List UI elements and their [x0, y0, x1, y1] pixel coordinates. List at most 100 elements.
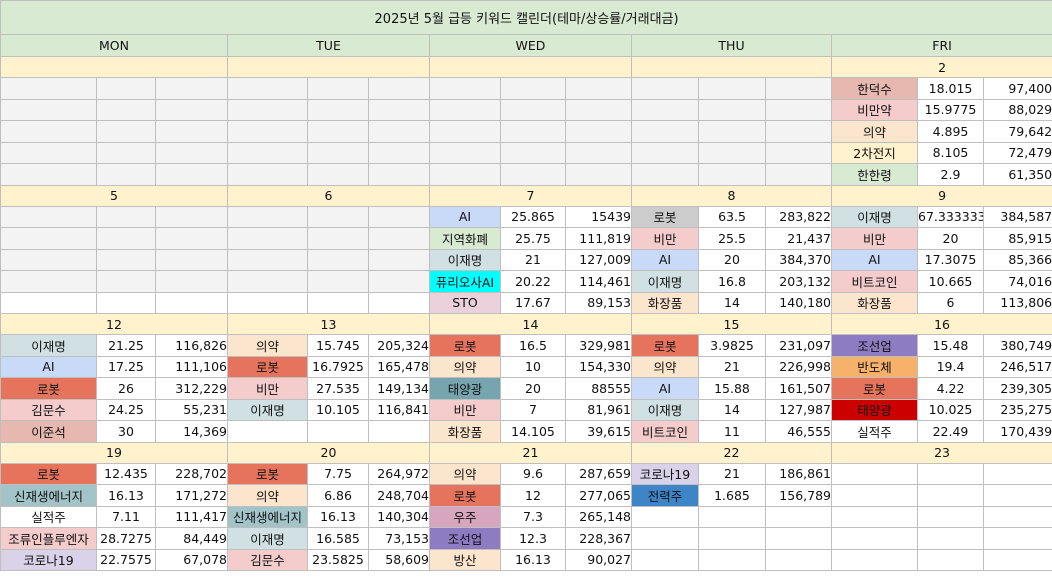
rate-cell[interactable] — [96, 270, 156, 293]
keyword-cell[interactable]: AI — [429, 205, 501, 228]
rate-cell[interactable]: 7 — [500, 398, 566, 421]
keyword-cell[interactable] — [429, 120, 501, 143]
rate-cell[interactable]: 25.75 — [500, 227, 566, 250]
rate-cell[interactable] — [500, 120, 566, 143]
date-cell-wed[interactable]: 7 — [429, 184, 632, 207]
amount-cell[interactable]: 81,961 — [565, 398, 632, 421]
keyword-cell[interactable]: 로봇 — [429, 334, 501, 357]
keyword-cell[interactable]: 태양광 — [429, 377, 501, 400]
rate-cell[interactable]: 8.105 — [917, 141, 984, 164]
date-cell-fri[interactable]: 16 — [830, 313, 1052, 335]
amount-cell[interactable]: 156,789 — [765, 484, 832, 507]
keyword-cell[interactable]: AI — [631, 377, 699, 400]
date-cell-wed[interactable]: 14 — [429, 313, 632, 335]
rate-cell[interactable]: 21 — [698, 355, 766, 378]
amount-cell[interactable]: 329,981 — [565, 334, 632, 357]
amount-cell[interactable]: 79,642 — [982, 120, 1052, 143]
keyword-cell[interactable]: 이재명 — [429, 248, 501, 271]
rate-cell[interactable] — [500, 163, 566, 186]
keyword-cell[interactable] — [429, 77, 501, 100]
rate-cell[interactable] — [698, 527, 766, 550]
keyword-cell[interactable] — [631, 98, 699, 121]
keyword-cell[interactable] — [227, 205, 308, 228]
amount-cell[interactable]: 72,479 — [982, 141, 1052, 164]
amount-cell[interactable]: 39,615 — [565, 420, 632, 443]
amount-cell[interactable]: 149,134 — [368, 377, 430, 400]
amount-cell[interactable] — [765, 163, 832, 186]
amount-cell[interactable]: 73,153 — [368, 527, 430, 550]
amount-cell[interactable]: 228,702 — [155, 462, 228, 485]
amount-cell[interactable] — [155, 248, 228, 271]
rate-cell[interactable]: 10.105 — [307, 398, 369, 421]
keyword-cell[interactable] — [227, 120, 308, 143]
rate-cell[interactable] — [917, 548, 984, 571]
rate-cell[interactable]: 21.25 — [96, 334, 156, 357]
rate-cell[interactable] — [917, 527, 984, 550]
rate-cell[interactable]: 7.75 — [307, 462, 369, 485]
keyword-cell[interactable]: 비만약 — [831, 98, 918, 121]
rate-cell[interactable] — [698, 163, 766, 186]
rate-cell[interactable] — [307, 120, 369, 143]
date-cell-fri[interactable]: 2 — [830, 56, 1052, 78]
rate-cell[interactable] — [698, 120, 766, 143]
keyword-cell[interactable]: 신재생에너지 — [0, 484, 97, 507]
amount-cell[interactable] — [982, 505, 1052, 528]
amount-cell[interactable]: 205,324 — [368, 334, 430, 357]
amount-cell[interactable]: 235,275 — [982, 398, 1052, 421]
rate-cell[interactable]: 16.13 — [307, 505, 369, 528]
amount-cell[interactable] — [982, 548, 1052, 571]
amount-cell[interactable]: 384,370 — [765, 248, 832, 271]
keyword-cell[interactable] — [227, 77, 308, 100]
amount-cell[interactable]: 186,861 — [765, 462, 832, 485]
rate-cell[interactable]: 9.6 — [500, 462, 566, 485]
keyword-cell[interactable]: 비트코인 — [631, 420, 699, 443]
amount-cell[interactable] — [565, 163, 632, 186]
amount-cell[interactable]: 61,350 — [982, 163, 1052, 186]
rate-cell[interactable]: 16.13 — [500, 548, 566, 571]
rate-cell[interactable]: 20 — [500, 377, 566, 400]
rate-cell[interactable]: 18.015 — [917, 77, 984, 100]
keyword-cell[interactable]: 실적주 — [0, 505, 97, 528]
amount-cell[interactable]: 226,998 — [765, 355, 832, 378]
rate-cell[interactable] — [96, 205, 156, 228]
keyword-cell[interactable]: 로봇 — [227, 355, 308, 378]
keyword-cell[interactable] — [0, 270, 97, 293]
rate-cell[interactable]: 11 — [698, 420, 766, 443]
rate-cell[interactable]: 2.9 — [917, 163, 984, 186]
keyword-cell[interactable] — [227, 227, 308, 250]
amount-cell[interactable]: 287,659 — [565, 462, 632, 485]
date-cell-wed[interactable] — [429, 56, 632, 78]
rate-cell[interactable]: 1.685 — [698, 484, 766, 507]
amount-cell[interactable]: 246,517 — [982, 355, 1052, 378]
rate-cell[interactable] — [96, 98, 156, 121]
keyword-cell[interactable] — [0, 248, 97, 271]
amount-cell[interactable]: 116,826 — [155, 334, 228, 357]
amount-cell[interactable] — [368, 291, 430, 314]
keyword-cell[interactable] — [831, 505, 918, 528]
rate-cell[interactable]: 23.5825 — [307, 548, 369, 571]
keyword-cell[interactable]: 로봇 — [429, 484, 501, 507]
rate-cell[interactable]: 67.33333333 — [917, 205, 984, 228]
amount-cell[interactable] — [368, 163, 430, 186]
amount-cell[interactable]: 116,841 — [368, 398, 430, 421]
keyword-cell[interactable] — [831, 484, 918, 507]
rate-cell[interactable] — [307, 291, 369, 314]
date-cell-mon[interactable]: 12 — [0, 313, 228, 335]
keyword-cell[interactable]: AI — [831, 248, 918, 271]
date-cell-tue[interactable]: 20 — [227, 441, 430, 464]
rate-cell[interactable]: 16.8 — [698, 270, 766, 293]
rate-cell[interactable] — [307, 205, 369, 228]
rate-cell[interactable] — [917, 505, 984, 528]
keyword-cell[interactable]: 반도체 — [831, 355, 918, 378]
amount-cell[interactable] — [565, 77, 632, 100]
keyword-cell[interactable] — [631, 527, 699, 550]
rate-cell[interactable] — [500, 141, 566, 164]
rate-cell[interactable]: 14 — [698, 398, 766, 421]
amount-cell[interactable]: 239,305 — [982, 377, 1052, 400]
amount-cell[interactable] — [155, 205, 228, 228]
amount-cell[interactable]: 228,367 — [565, 527, 632, 550]
amount-cell[interactable] — [765, 141, 832, 164]
date-cell-mon[interactable]: 19 — [0, 441, 228, 464]
keyword-cell[interactable] — [631, 163, 699, 186]
rate-cell[interactable]: 10.025 — [917, 398, 984, 421]
